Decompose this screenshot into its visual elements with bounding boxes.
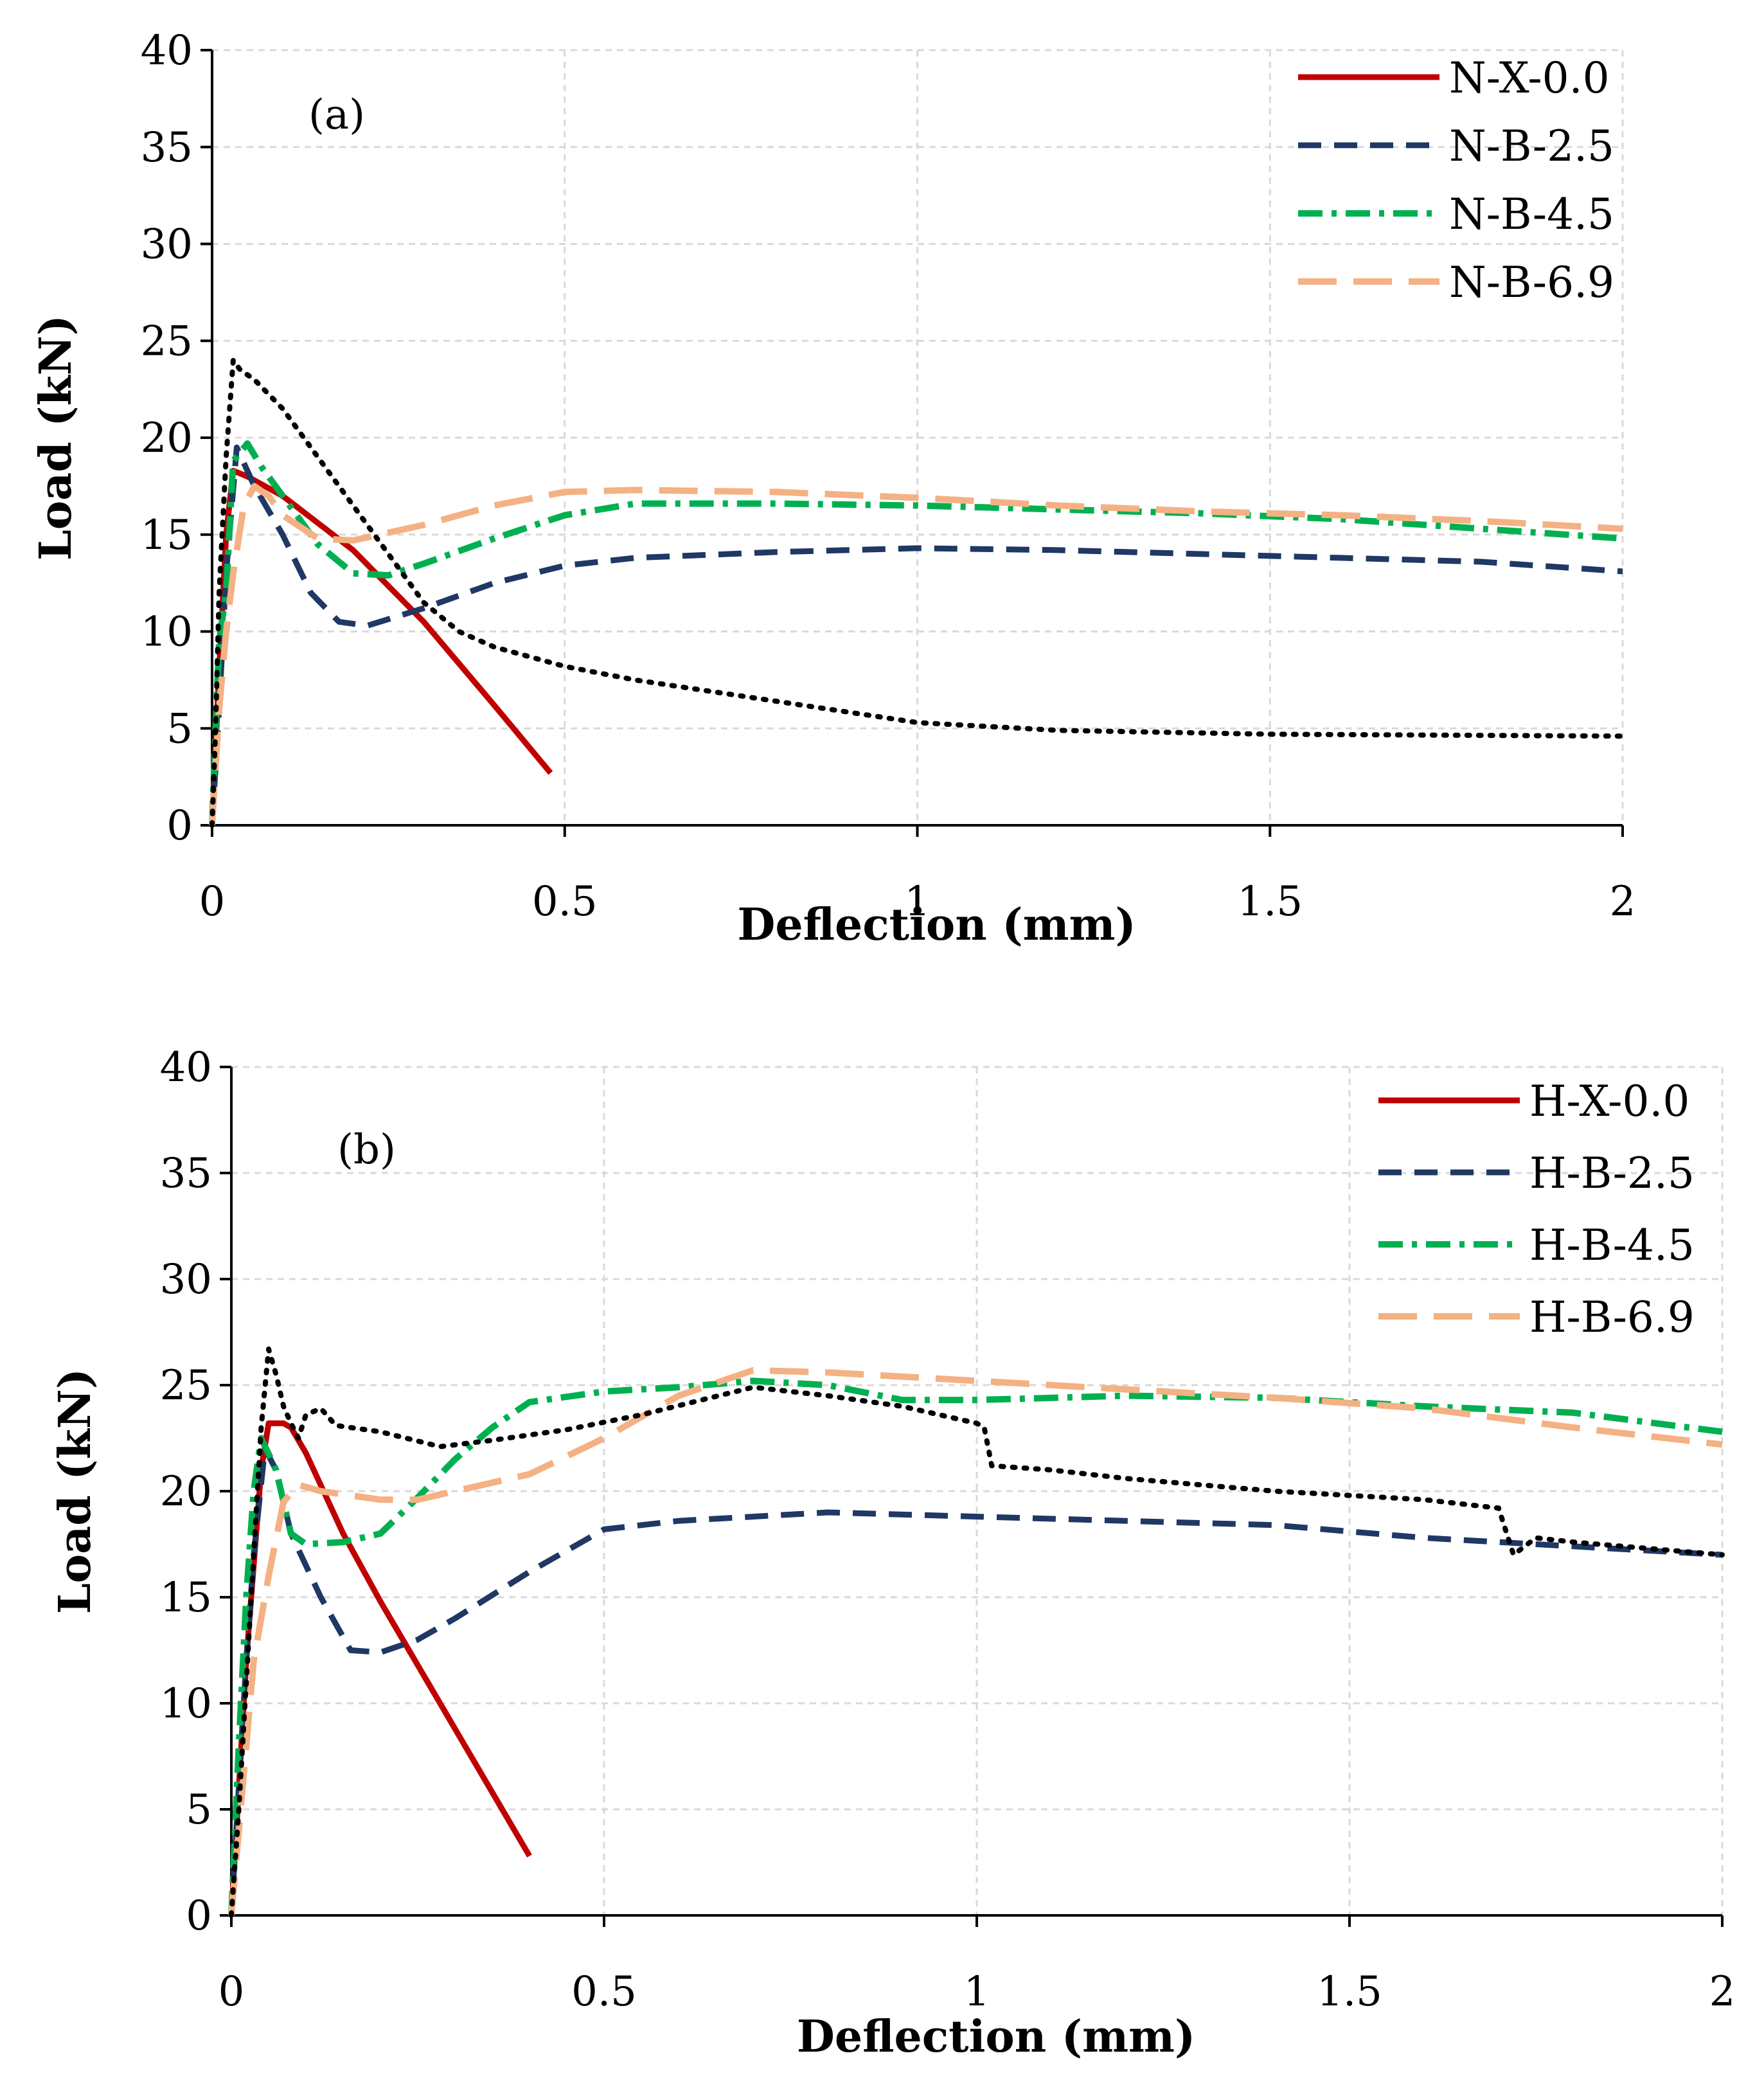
- x-tick-label: 1: [904, 878, 931, 926]
- y-tick-label: 20: [160, 1468, 212, 1516]
- legend-label: H-B-2.5: [1529, 1149, 1695, 1198]
- legend-label: N-X-0.0: [1449, 53, 1610, 103]
- y-tick-label: 15: [141, 512, 193, 559]
- x-tick-label: 2: [1610, 878, 1636, 926]
- legend-label: N-B-2.5: [1449, 121, 1614, 171]
- chart-panel-b: 0 5 10 15 20 25 30 35 40 0 0.5 1 1.5 2 Deflection (mm)…: [49, 1044, 1735, 2063]
- y-tick-label: 25: [160, 1362, 212, 1410]
- y-tick-label: 5: [166, 705, 193, 753]
- legend-label: H-X-0.0: [1529, 1077, 1689, 1126]
- y-tick-label: 5: [186, 1786, 212, 1834]
- y-tick-label: 25: [141, 318, 193, 365]
- x-axis-label: Deflection (mm): [797, 2011, 1195, 2063]
- y-axis-label: Load (kN): [49, 1368, 101, 1614]
- x-tick-label: 0.5: [571, 1968, 637, 2016]
- panel-annotation: (b): [337, 1126, 396, 1174]
- y-tick-label: 10: [141, 609, 193, 656]
- y-tick-label: 35: [160, 1150, 212, 1197]
- y-axis-label: Load (kN): [30, 315, 82, 560]
- x-tick-label: 1.5: [1317, 1968, 1382, 2016]
- y-tick-label: 40: [141, 27, 193, 75]
- y-tick-label: 30: [160, 1256, 212, 1303]
- x-tick-label: 0.5: [532, 878, 598, 926]
- series-line-reference-dotted: [229, 1346, 1725, 1918]
- y-tick-label: 40: [160, 1044, 212, 1091]
- y-tick-label: 0: [186, 1892, 212, 1940]
- y-tick-label: 0: [166, 802, 193, 850]
- y-tick-label: 30: [141, 221, 193, 269]
- chart-panel-a: 0 5 10 15 20 25 30 35 40 0 0.5 1 1.5 2 Deflection (mm)…: [30, 27, 1635, 951]
- series-line-h-b-6.9: [228, 1366, 1723, 1916]
- x-tick-label: 1: [964, 1968, 990, 2016]
- x-tick-label: 1.5: [1237, 878, 1303, 926]
- series-line-n-b-6.9: [209, 483, 1623, 826]
- series-line-n-x-0.0: [209, 467, 553, 826]
- legend: N-X-0.0 N-B-2.5 N-B-4.5 N-B-6.9: [1298, 53, 1614, 307]
- y-tick-label: 10: [160, 1680, 212, 1728]
- legend-label: H-B-6.9: [1529, 1293, 1695, 1342]
- series-line-h-b-2.5: [228, 1446, 1723, 1916]
- y-tick-label: 15: [160, 1574, 212, 1622]
- y-tick-label: 20: [141, 415, 193, 462]
- legend-label: N-B-6.9: [1449, 258, 1614, 307]
- x-tick-label: 0: [218, 1968, 245, 2016]
- series-line-reference-dotted: [209, 357, 1625, 828]
- x-axis-label: Deflection (mm): [737, 899, 1136, 951]
- x-tick-label: 0: [199, 878, 226, 926]
- legend-label: H-B-4.5: [1529, 1221, 1695, 1270]
- legend: H-X-0.0 H-B-2.5 H-B-4.5 H-B-6.9: [1378, 1077, 1695, 1342]
- x-tick-label: 2: [1709, 1968, 1736, 2016]
- legend-label: N-B-4.5: [1449, 190, 1614, 239]
- panel-annotation: (a): [308, 91, 365, 139]
- y-tick-label: 35: [141, 124, 193, 172]
